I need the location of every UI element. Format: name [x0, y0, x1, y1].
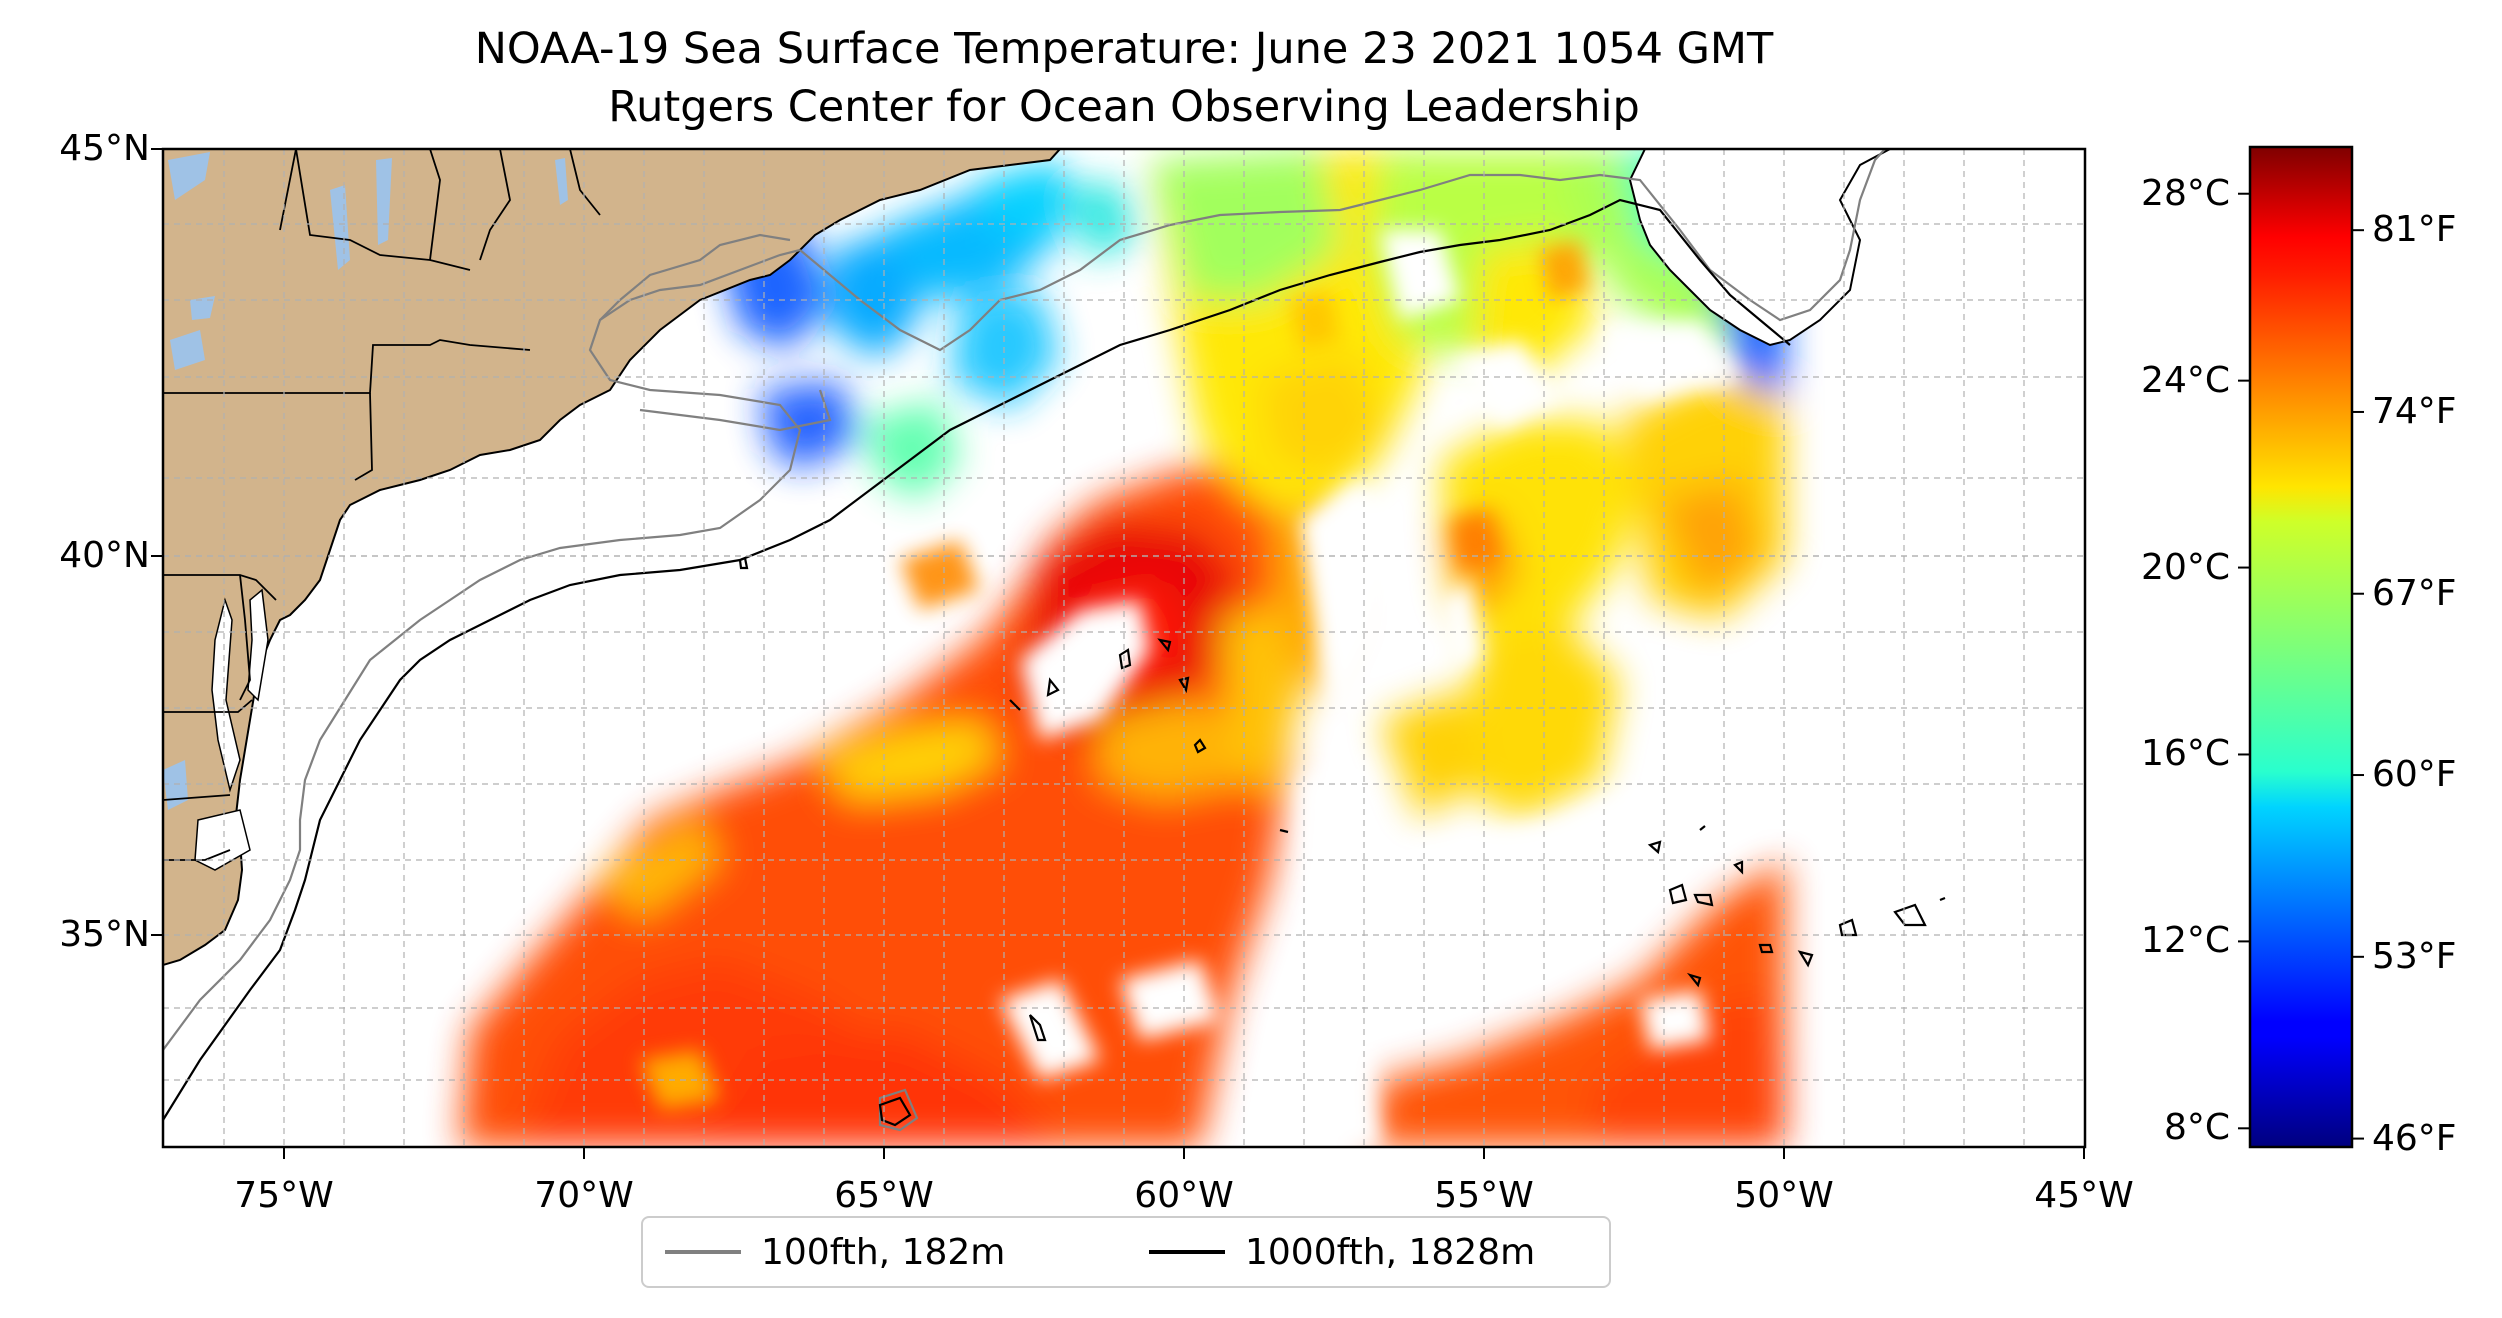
lon-tick-label: 55°W	[1434, 1175, 1534, 1216]
state-borders	[163, 149, 601, 861]
colorbar-label-celsius: 28°C	[2141, 172, 2230, 214]
lon-tick-label: 45°W	[2034, 1175, 2134, 1216]
axis-ticks	[151, 148, 2085, 1159]
graticule	[163, 149, 2085, 1147]
colorbar-label-fahrenheit: 46°F	[2372, 1117, 2457, 1159]
colorbar-label-fahrenheit: 74°F	[2372, 390, 2457, 432]
colorbar-label-fahrenheit: 67°F	[2372, 572, 2457, 614]
legend-label: 1000fth, 1828m	[1245, 1231, 1536, 1273]
legend-line-gray	[665, 1250, 741, 1254]
legend-item-1000fth: 1000fth, 1828m	[1149, 1218, 1535, 1286]
sst-imagery	[460, 149, 1785, 1147]
lat-tick-label: 45°N	[59, 128, 150, 169]
legend-label: 100fth, 182m	[761, 1231, 1006, 1273]
lon-tick-label: 65°W	[834, 1175, 934, 1216]
colorbar-label-celsius: 16°C	[2141, 733, 2230, 775]
map-plot-area	[163, 149, 2085, 1147]
map-frame	[161, 147, 2087, 1149]
colorbar-label-fahrenheit: 81°F	[2372, 209, 2457, 251]
map-title: NOAA-19 Sea Surface Temperature: June 23…	[474, 24, 1774, 74]
colorbar-label-fahrenheit: 60°F	[2372, 754, 2457, 796]
colorbar-label-celsius: 12°C	[2141, 920, 2230, 962]
legend: 100fth, 182m 1000fth, 1828m	[641, 1216, 1611, 1288]
map-subtitle: Rutgers Center for Ocean Observing Leade…	[608, 82, 1640, 132]
colorbar-label-celsius: 8°C	[2163, 1107, 2230, 1149]
lat-tick-label: 35°N	[59, 914, 150, 955]
isobath-100fth	[163, 149, 1886, 1132]
lon-tick-label: 60°W	[1134, 1175, 1234, 1216]
colorbar-label-celsius: 20°C	[2141, 546, 2230, 588]
legend-item-100fth: 100fth, 182m	[665, 1218, 1005, 1286]
colorbar-label-celsius: 24°C	[2141, 359, 2230, 401]
lon-tick-label: 75°W	[234, 1175, 334, 1216]
legend-line-black	[1149, 1250, 1225, 1254]
lon-tick-label: 70°W	[534, 1175, 634, 1216]
lon-tick-label: 50°W	[1734, 1175, 1834, 1216]
colorbar-label-fahrenheit: 53°F	[2372, 935, 2457, 977]
isobath-1000fth	[163, 198, 1946, 1127]
lat-tick-label: 40°N	[59, 535, 150, 576]
